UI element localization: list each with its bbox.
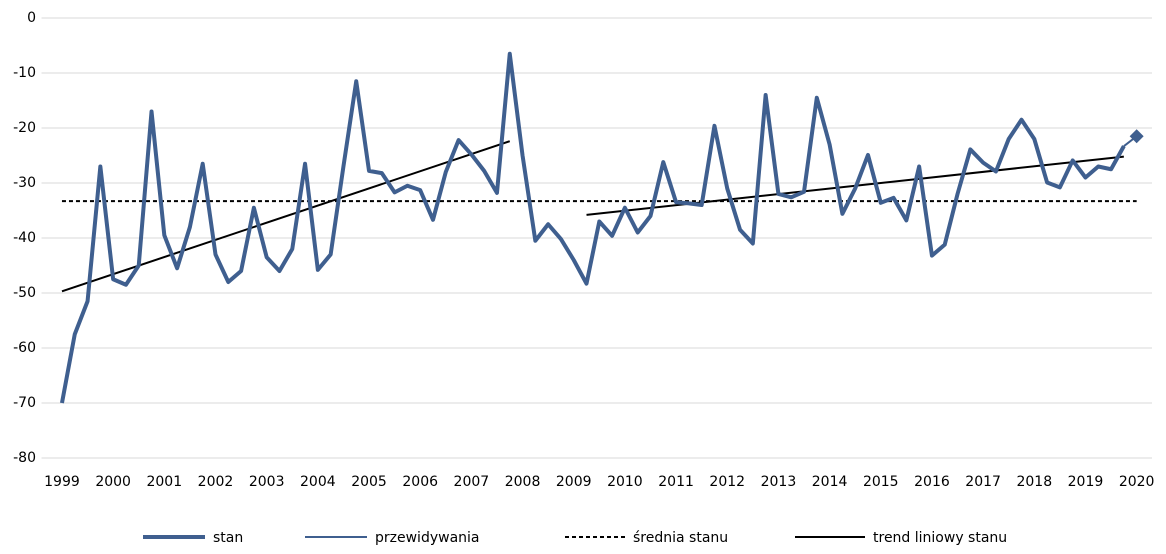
legend-label: średnia stanu: [633, 530, 728, 546]
x-tick-label: 2017: [965, 474, 1001, 490]
x-tick-label: 2005: [351, 474, 387, 490]
trend-line: [61, 140, 511, 293]
x-tick-label: 2004: [300, 474, 336, 490]
x-tick-label: 2014: [812, 474, 848, 490]
x-tick-label: 2009: [556, 474, 592, 490]
y-tick-label: -70: [13, 395, 36, 411]
x-tick-label: 2011: [658, 474, 694, 490]
x-tick-label: 2007: [454, 474, 490, 490]
x-tick-label: 2018: [1016, 474, 1052, 490]
x-tick-label: 2013: [761, 474, 797, 490]
y-tick-label: -60: [13, 340, 36, 356]
x-tick-label: 2019: [1068, 474, 1104, 490]
x-tick-label: 2016: [914, 474, 950, 490]
y-tick-label: -80: [13, 450, 36, 466]
y-tick-label: 0: [27, 10, 36, 26]
legend-label: trend liniowy stanu: [873, 530, 1007, 546]
x-tick-label: 1999: [44, 474, 80, 490]
y-tick-label: -20: [13, 120, 36, 136]
x-tick-label: 2001: [146, 474, 182, 490]
x-tick-label: 2015: [863, 474, 899, 490]
y-tick-label: -40: [13, 230, 36, 246]
y-tick-label: -10: [13, 65, 36, 81]
x-tick-label: 2000: [95, 474, 131, 490]
x-tick-label: 2010: [607, 474, 643, 490]
legend-label: przewidywania: [375, 530, 480, 546]
x-tick-label: 2003: [249, 474, 285, 490]
x-tick-label: 2008: [505, 474, 541, 490]
y-tick-label: -30: [13, 175, 36, 191]
x-tick-label: 2020: [1119, 474, 1155, 490]
x-tick-label: 2012: [709, 474, 745, 490]
legend-label: stan: [213, 530, 243, 546]
x-tick-label: 2002: [198, 474, 234, 490]
point-marker: [1129, 129, 1144, 144]
x-tick-label: 2006: [402, 474, 438, 490]
y-tick-label: -50: [13, 285, 36, 301]
series-line: [60, 51, 1126, 404]
